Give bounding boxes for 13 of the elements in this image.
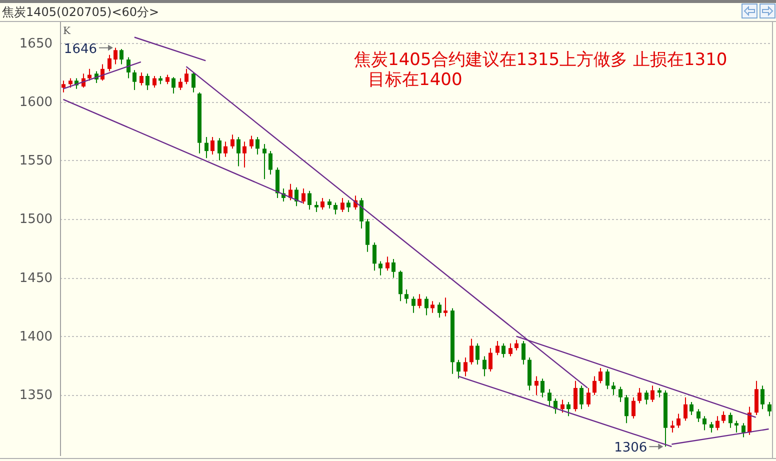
annotation: 1646 bbox=[64, 42, 98, 57]
y-tick-label: 1450 bbox=[19, 270, 52, 286]
chart-title: 焦炭1405(020705)<60分> bbox=[2, 5, 160, 19]
annotation: 目标在1400 bbox=[368, 70, 462, 90]
y-tick-label: 1600 bbox=[19, 94, 52, 110]
y-tick-label: 1550 bbox=[19, 154, 52, 169]
annotation: 1306 bbox=[614, 440, 648, 456]
y-tick-label: 1350 bbox=[19, 388, 52, 404]
y-tick-label: 1400 bbox=[19, 330, 52, 345]
annotation: 焦炭1405合约建议在1315上方做多 止损在1310 bbox=[354, 50, 728, 70]
y-tick-label: 1650 bbox=[19, 36, 52, 52]
y-tick-label: 1500 bbox=[19, 212, 52, 228]
y-axis-title: K bbox=[63, 26, 71, 37]
